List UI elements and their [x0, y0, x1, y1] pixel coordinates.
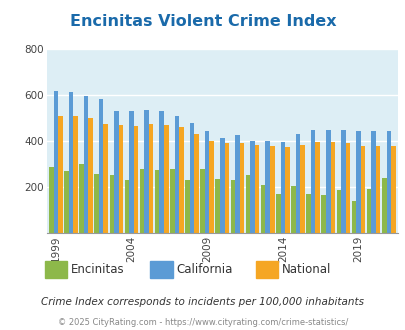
Bar	[144, 110, 149, 233]
Bar	[159, 111, 164, 233]
Bar	[269, 146, 274, 233]
Bar	[179, 127, 183, 233]
Bar	[265, 141, 269, 233]
Bar	[249, 141, 254, 233]
Bar	[133, 126, 138, 233]
Bar	[355, 131, 360, 233]
Bar	[234, 135, 239, 233]
Text: National: National	[281, 263, 331, 276]
Text: California: California	[176, 263, 232, 276]
Bar	[174, 116, 179, 233]
Bar	[194, 134, 198, 233]
Bar	[284, 147, 289, 233]
Bar	[58, 116, 62, 233]
Bar	[345, 143, 350, 233]
Bar	[99, 99, 103, 233]
Bar	[254, 145, 259, 233]
Bar	[94, 174, 99, 233]
Bar	[200, 169, 205, 233]
Bar	[49, 167, 53, 233]
Bar	[300, 145, 304, 233]
Bar	[360, 146, 364, 233]
Bar	[149, 124, 153, 233]
Bar	[164, 125, 168, 233]
Bar	[330, 142, 334, 233]
Bar	[68, 92, 73, 233]
Bar	[340, 130, 345, 233]
Bar	[114, 111, 118, 233]
Bar	[375, 146, 379, 233]
Bar	[129, 111, 133, 233]
Bar	[224, 143, 228, 233]
Bar	[245, 176, 249, 233]
Bar	[280, 142, 284, 233]
Bar	[275, 194, 280, 233]
Bar	[83, 96, 88, 233]
Bar	[79, 164, 83, 233]
Bar	[215, 179, 220, 233]
Text: Encinitas: Encinitas	[71, 263, 124, 276]
Bar	[189, 123, 194, 233]
Bar	[381, 178, 386, 233]
Bar	[366, 189, 371, 233]
Bar	[290, 186, 295, 233]
Bar	[336, 190, 340, 233]
Bar	[88, 118, 93, 233]
Text: © 2025 CityRating.com - https://www.cityrating.com/crime-statistics/: © 2025 CityRating.com - https://www.city…	[58, 318, 347, 327]
Bar	[239, 143, 244, 233]
Bar	[103, 124, 108, 233]
Bar	[386, 131, 390, 233]
Bar	[310, 130, 315, 233]
Bar	[73, 116, 77, 233]
Bar	[371, 131, 375, 233]
Bar	[220, 138, 224, 233]
Bar	[390, 146, 394, 233]
Bar	[325, 130, 330, 233]
Bar	[124, 180, 129, 233]
Text: Crime Index corresponds to incidents per 100,000 inhabitants: Crime Index corresponds to incidents per…	[41, 297, 364, 307]
Bar	[185, 180, 189, 233]
Bar	[155, 170, 159, 233]
Bar	[205, 131, 209, 233]
Bar	[260, 184, 265, 233]
Bar	[53, 91, 58, 233]
Bar	[139, 169, 144, 233]
Text: Encinitas Violent Crime Index: Encinitas Violent Crime Index	[70, 14, 335, 29]
Bar	[295, 134, 300, 233]
Bar	[64, 171, 68, 233]
Bar	[305, 194, 310, 233]
Bar	[170, 169, 174, 233]
Bar	[109, 176, 114, 233]
Bar	[230, 180, 234, 233]
Bar	[321, 195, 325, 233]
Bar	[118, 125, 123, 233]
Bar	[209, 141, 213, 233]
Bar	[351, 201, 355, 233]
Bar	[315, 142, 319, 233]
